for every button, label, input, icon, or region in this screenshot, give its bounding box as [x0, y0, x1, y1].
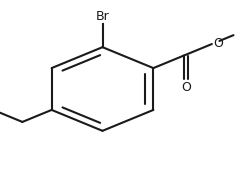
Text: O: O: [181, 81, 191, 94]
Text: Br: Br: [96, 10, 110, 23]
Text: O: O: [213, 37, 223, 50]
